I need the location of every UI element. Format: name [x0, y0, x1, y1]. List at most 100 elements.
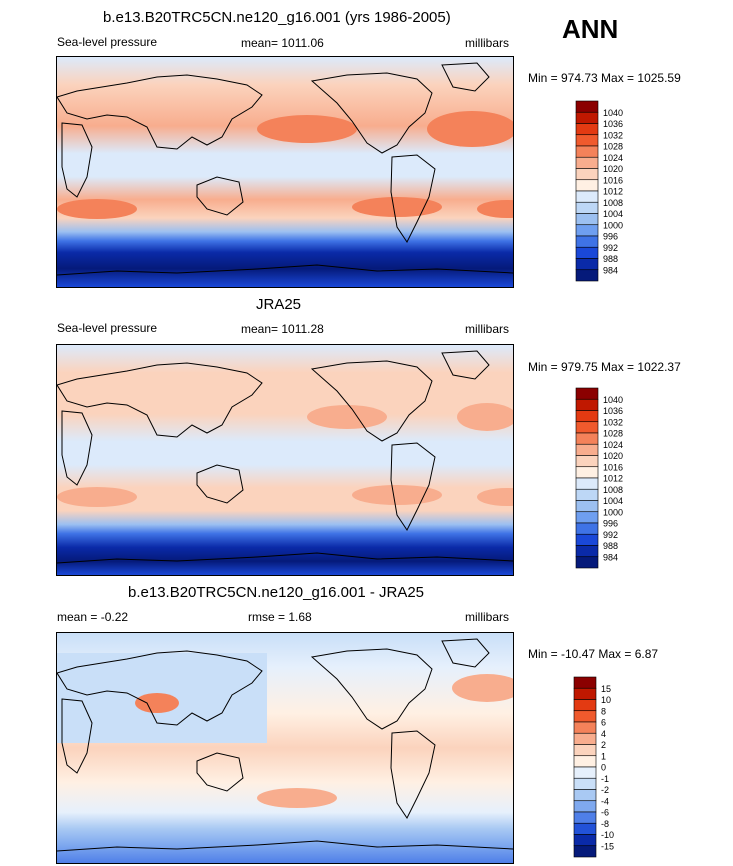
panel1-mean-label: mean= 1011.06	[241, 36, 324, 50]
panel1-coastline-north-america	[310, 72, 433, 154]
colorbar-tick-label: 1012	[603, 187, 623, 197]
panel1-coastline-australia	[196, 176, 244, 216]
panel2-high-north-pacific	[307, 405, 387, 429]
colorbar-tick-label: 2	[601, 740, 606, 750]
panel3-coastline-greenland	[441, 638, 490, 668]
colorbar-box	[575, 556, 599, 569]
panel2-coastline-antarctica	[57, 552, 513, 564]
colorbar-box	[573, 822, 597, 835]
panel2-coastline-africa	[61, 410, 93, 486]
colorbar-box	[575, 545, 599, 558]
panel2-colorbar: 1040 1036 1032 1028 1024 1020 1016 1012 1008 1004…	[575, 387, 636, 569]
panel1-map	[56, 56, 514, 288]
panel2-mean-label: mean= 1011.28	[241, 322, 324, 336]
panel2-coastline-eurasia	[57, 362, 263, 438]
colorbar-box	[575, 500, 599, 513]
colorbar-box	[575, 421, 599, 434]
colorbar-box	[575, 511, 599, 524]
colorbar-box	[575, 224, 599, 237]
colorbar-box	[575, 123, 599, 136]
colorbar-box	[575, 201, 599, 214]
panel3-minmax: Min = -10.47 Max = 6.87	[528, 647, 659, 661]
colorbar-box	[575, 156, 599, 169]
colorbar-box	[573, 834, 597, 847]
colorbar-box	[575, 398, 599, 411]
colorbar-tick-label: 1020	[603, 164, 623, 174]
colorbar-box	[575, 168, 599, 181]
colorbar-box	[575, 134, 599, 147]
colorbar-box	[575, 522, 599, 535]
colorbar-tick-label: 1028	[603, 142, 623, 152]
panel1-minmax: Min = 974.73 Max = 1025.59	[528, 71, 681, 85]
colorbar-tick-label: 1020	[603, 451, 623, 461]
colorbar-box	[573, 800, 597, 813]
panel1-high-north-pacific	[257, 115, 357, 143]
colorbar-tick-label: 1036	[603, 406, 623, 416]
colorbar-box	[573, 755, 597, 768]
colorbar-box	[575, 387, 599, 400]
panel1-units-label: millibars	[465, 36, 510, 50]
colorbar-tick-label: 1016	[603, 462, 623, 472]
colorbar-box	[575, 455, 599, 468]
panel3-positive-south-mid	[257, 788, 337, 808]
colorbar-box	[575, 410, 599, 423]
colorbar-tick-label: 996	[603, 519, 618, 529]
colorbar-tick-label: 988	[603, 254, 618, 264]
colorbar-box	[573, 811, 597, 824]
panel3-coastline-eurasia	[57, 650, 263, 726]
colorbar-tick-label: 1004	[603, 209, 623, 219]
panel2-high-south-atlantic	[477, 488, 513, 506]
panel1-high-north-atlantic	[427, 111, 513, 147]
panel3-coastline-australia	[196, 752, 244, 792]
colorbar-tick-label: -1	[601, 774, 609, 784]
colorbar-box	[575, 145, 599, 158]
panel2-coastline-greenland	[441, 350, 490, 380]
colorbar-box	[575, 246, 599, 259]
colorbar-tick-label: 1028	[603, 429, 623, 439]
colorbar-tick-label: 10	[601, 695, 611, 705]
colorbar-tick-label: 1024	[603, 440, 623, 450]
colorbar-tick-label: 984	[603, 552, 618, 562]
colorbar-tick-label: 1024	[603, 153, 623, 163]
colorbar-box	[575, 466, 599, 479]
colorbar-tick-label: -4	[601, 796, 609, 806]
colorbar-box	[575, 258, 599, 271]
colorbar-box	[575, 477, 599, 490]
panel2-coastline-north-america	[310, 360, 433, 442]
colorbar-tick-label: 1040	[603, 108, 623, 118]
panel2-coastline-south-america	[390, 442, 436, 531]
colorbar-tick-label: 1004	[603, 496, 623, 506]
colorbar-box	[573, 732, 597, 745]
colorbar-box	[575, 269, 599, 282]
panel1-coastline-africa	[61, 122, 93, 198]
colorbar-box	[575, 533, 599, 546]
colorbar-box	[575, 100, 599, 113]
panel2-high-south-indian	[57, 487, 137, 507]
colorbar-tick-label: 992	[603, 243, 618, 253]
colorbar-tick-label: 1	[601, 751, 606, 761]
colorbar-tick-label: 984	[603, 265, 618, 275]
colorbar-tick-label: 1000	[603, 220, 623, 230]
panel1-high-south-atlantic	[477, 200, 513, 218]
panel1-coastline-eurasia	[57, 74, 263, 150]
colorbar-tick-label: 1040	[603, 395, 623, 405]
panel1-left-label: Sea-level pressure	[57, 35, 158, 49]
panel1-high-south-indian	[57, 199, 137, 219]
colorbar-box	[573, 676, 597, 689]
panel2-minmax: Min = 979.75 Max = 1022.37	[528, 360, 681, 374]
colorbar-box	[573, 766, 597, 779]
colorbar-box	[573, 721, 597, 734]
colorbar-box	[573, 845, 597, 858]
panel2-coastline-australia	[196, 464, 244, 504]
colorbar-box	[575, 111, 599, 124]
colorbar-box	[575, 179, 599, 192]
panel1-title: b.e13.B20TRC5CN.ne120_g16.001 (yrs 1986-…	[103, 9, 451, 26]
colorbar-tick-label: -8	[601, 819, 609, 829]
panel3-rmse-label: rmse = 1.68	[248, 610, 312, 624]
colorbar-tick-label: 996	[603, 232, 618, 242]
colorbar-tick-label: -2	[601, 785, 609, 795]
panel1-colorbar: 1040 1036 1032 1028 1024 1020 1016 1012 1008 1004…	[575, 100, 636, 282]
colorbar-tick-label: -10	[601, 830, 614, 840]
panel3-mean-label: mean = -0.22	[57, 610, 129, 624]
colorbar-tick-label: 1036	[603, 119, 623, 129]
